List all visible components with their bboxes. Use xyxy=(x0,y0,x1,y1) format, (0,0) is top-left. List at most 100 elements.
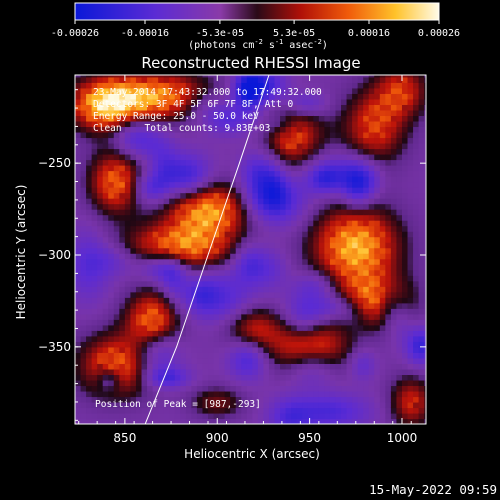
heatmap-cell xyxy=(191,385,198,392)
heatmap-cell xyxy=(158,231,165,238)
heatmap-cell xyxy=(152,98,159,105)
heatmap-cell xyxy=(213,319,220,326)
heatmap-cell xyxy=(302,231,309,238)
heatmap-cell xyxy=(307,120,314,128)
heatmap-cell xyxy=(141,269,148,276)
heatmap-cell xyxy=(274,187,281,194)
heatmap-cell xyxy=(119,357,126,364)
heatmap-cell xyxy=(86,109,93,117)
heatmap-cell xyxy=(185,330,192,337)
heatmap-cell xyxy=(346,203,353,210)
heatmap-cell xyxy=(141,220,148,227)
heatmap-cell xyxy=(124,220,132,227)
heatmap-cell xyxy=(219,148,226,155)
heatmap-cell xyxy=(185,247,192,254)
heatmap-cell xyxy=(86,319,93,326)
heatmap-cell xyxy=(124,159,132,166)
heatmap-cell xyxy=(174,203,181,210)
heatmap-cell xyxy=(235,275,242,282)
heatmap-cell xyxy=(407,187,414,194)
heatmap-cell xyxy=(108,82,115,89)
heatmap-cell xyxy=(291,335,298,342)
heatmap-cell xyxy=(263,407,270,414)
heatmap-cell xyxy=(119,225,126,232)
heatmap-cell xyxy=(407,324,414,331)
heatmap-cell xyxy=(246,363,253,370)
heatmap-cell xyxy=(208,269,215,276)
heatmap-cell xyxy=(108,131,115,139)
heatmap-cell xyxy=(329,374,337,381)
heatmap-cell xyxy=(191,253,198,260)
heatmap-cell xyxy=(313,203,320,210)
heatmap-cell xyxy=(196,236,204,243)
heatmap-cell xyxy=(252,203,259,210)
heatmap-cell xyxy=(357,269,364,276)
heatmap-cell xyxy=(235,93,242,100)
heatmap-cell xyxy=(285,181,292,188)
heatmap-cell xyxy=(318,170,325,177)
heatmap-cell xyxy=(268,363,276,370)
heatmap-cell xyxy=(202,330,209,337)
heatmap-cell xyxy=(280,280,287,287)
heatmap-cell xyxy=(285,165,292,172)
heatmap-cell xyxy=(346,236,353,243)
heatmap-cell xyxy=(274,153,281,161)
heatmap-cell xyxy=(390,346,398,353)
heatmap-cell xyxy=(208,87,215,94)
heatmap-cell xyxy=(257,363,265,370)
heatmap-cell xyxy=(141,390,148,398)
heatmap-cell xyxy=(213,341,220,348)
heatmap-cell xyxy=(185,242,192,249)
heatmap-cell xyxy=(202,76,209,83)
heatmap-cell xyxy=(401,418,409,424)
heatmap-cell xyxy=(285,93,292,100)
heatmap-cell xyxy=(285,368,292,375)
heatmap-cell xyxy=(324,412,331,420)
heatmap-cell xyxy=(158,242,165,249)
heatmap-cell xyxy=(324,170,331,177)
heatmap-cell xyxy=(424,330,426,337)
heatmap-cell xyxy=(374,165,381,172)
heatmap-cell xyxy=(152,275,159,282)
heatmap-cell xyxy=(313,181,320,188)
heatmap-cell xyxy=(102,220,109,227)
heatmap-cell xyxy=(208,192,215,199)
heatmap-cell xyxy=(302,357,309,364)
heatmap-cell xyxy=(352,346,359,353)
heatmap-cell xyxy=(246,352,253,359)
heatmap-cell xyxy=(285,220,292,227)
heatmap-cell xyxy=(318,269,325,276)
heatmap-cell xyxy=(357,335,364,342)
heatmap-cell xyxy=(413,352,420,359)
heatmap-cell xyxy=(413,324,420,331)
heatmap-cell xyxy=(341,286,348,293)
heatmap-cell xyxy=(385,258,392,265)
heatmap-cell xyxy=(268,253,276,260)
heatmap-cell xyxy=(357,396,364,403)
heatmap-cell xyxy=(86,225,93,232)
heatmap-cell xyxy=(124,98,132,105)
heatmap-cell xyxy=(285,98,292,105)
heatmap-cell xyxy=(352,126,359,133)
heatmap-cell xyxy=(280,236,287,243)
heatmap-cell xyxy=(401,412,409,420)
heatmap-cell xyxy=(335,291,342,298)
heatmap-cell xyxy=(86,126,93,133)
heatmap-cell xyxy=(246,242,253,249)
heatmap-cell xyxy=(252,225,259,232)
heatmap-cell xyxy=(396,324,403,331)
heatmap-cell xyxy=(113,379,120,387)
heatmap-cell xyxy=(185,401,192,409)
heatmap-cell xyxy=(257,280,265,287)
heatmap-cell xyxy=(152,142,159,150)
heatmap-cell xyxy=(246,142,253,150)
heatmap-cell xyxy=(324,363,331,370)
heatmap-cell xyxy=(274,181,281,188)
heatmap-cell xyxy=(257,236,265,243)
heatmap-cell xyxy=(280,407,287,414)
heatmap-cell xyxy=(385,153,392,161)
heatmap-cell xyxy=(230,352,237,359)
heatmap-cell xyxy=(113,286,120,293)
heatmap-cell xyxy=(158,153,165,161)
heatmap-cell xyxy=(302,126,309,133)
